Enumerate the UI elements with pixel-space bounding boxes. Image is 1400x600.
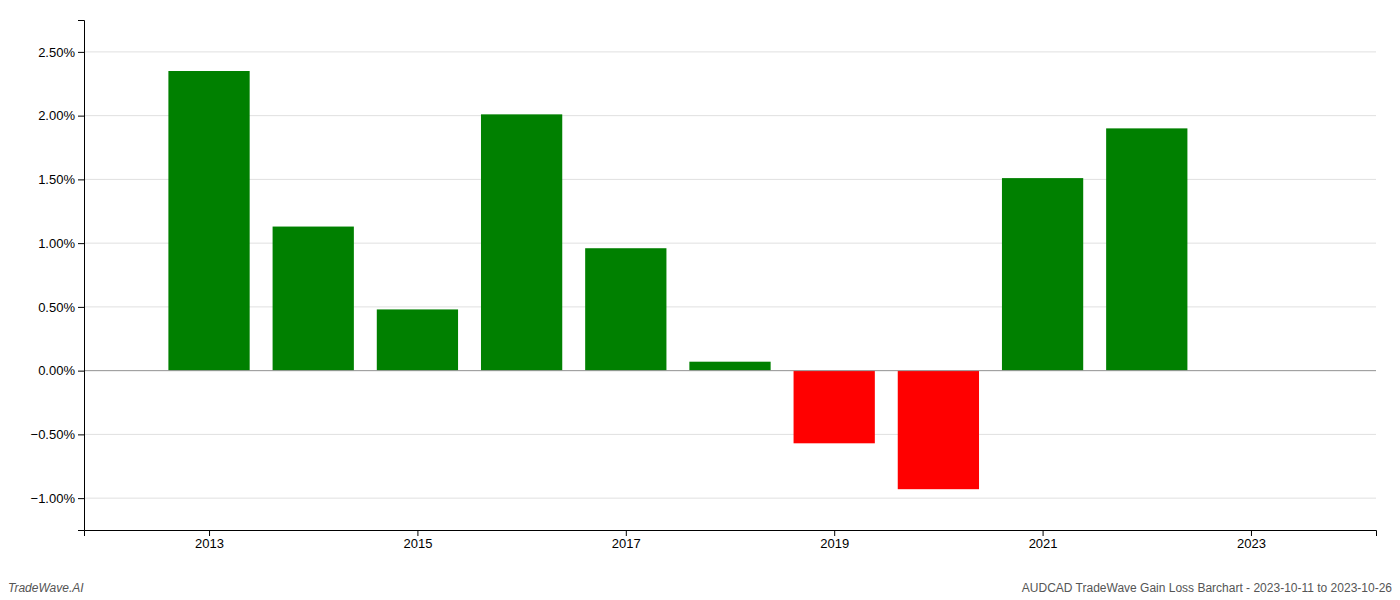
tick-mark [1043, 530, 1044, 536]
tick: 2017 [612, 530, 641, 551]
bar [481, 114, 562, 370]
tick-mark [417, 530, 418, 536]
tick: −0.50% [31, 427, 84, 442]
plot: −1.00% −0.50% 0.00% 0.50% 1.00% 1.50% 2.00% 2.5… [31, 21, 1377, 552]
tick-label: 1.00% [38, 236, 75, 251]
bar [273, 227, 354, 371]
bars [168, 71, 1187, 489]
tick: 0.00% [38, 363, 84, 378]
tick-label: 1.50% [38, 172, 75, 187]
zero-line [84, 370, 1376, 371]
tick-mark [78, 52, 84, 53]
tick-mark [78, 371, 84, 372]
tick-label: 2017 [612, 536, 641, 551]
bar [168, 71, 249, 371]
bar [1106, 128, 1187, 370]
axis-line [78, 21, 85, 531]
tick: 2019 [820, 530, 849, 551]
bar [794, 371, 875, 444]
tick-mark [834, 530, 835, 536]
grid-line [84, 51, 1376, 52]
tick-mark [78, 498, 84, 499]
tick: 2013 [195, 530, 224, 551]
tick-label: −1.00% [31, 491, 76, 506]
tick-label: 2013 [195, 536, 224, 551]
tick-label: −0.50% [31, 427, 76, 442]
bar [898, 371, 979, 490]
bar [1002, 178, 1083, 371]
grid-line [84, 434, 1376, 435]
chart: −1.00% −0.50% 0.00% 0.50% 1.00% 1.50% 2.00% 2.5… [0, 0, 1400, 600]
x-axis: 2013 2015 2017 2019 2021 2023 [85, 530, 1377, 551]
tick: 2.00% [38, 108, 84, 123]
tick-mark [1251, 530, 1252, 536]
axis-line [85, 531, 1377, 537]
tick-mark [78, 116, 84, 117]
tick: 2023 [1237, 530, 1266, 551]
tick-label: 2.00% [38, 108, 75, 123]
grid [84, 52, 1376, 498]
tick-mark [78, 307, 84, 308]
tick: 1.00% [38, 236, 84, 251]
tick: 1.50% [38, 172, 84, 187]
tick: 2021 [1029, 530, 1058, 551]
tick: 2.50% [38, 45, 84, 60]
tick-mark [78, 179, 84, 180]
tick: −1.00% [31, 491, 84, 506]
bar [377, 309, 458, 370]
bar [585, 248, 666, 370]
tick-mark [78, 243, 84, 244]
footer-left: TradeWave.AI [8, 581, 84, 595]
footer-right: AUDCAD TradeWave Gain Loss Barchart - 20… [1022, 581, 1393, 595]
bar [689, 362, 770, 371]
grid-line [84, 115, 1376, 116]
tick: 2015 [403, 530, 432, 551]
tick-label: 2.50% [38, 45, 75, 60]
grid-line [84, 370, 1376, 371]
tick-label: 2021 [1029, 536, 1058, 551]
tick-label: 0.50% [38, 300, 75, 315]
tick-label: 2023 [1237, 536, 1266, 551]
tick-label: 2019 [820, 536, 849, 551]
tick-label: 2015 [403, 536, 432, 551]
tick-mark [626, 530, 627, 536]
tick-mark [209, 530, 210, 536]
tick-mark [78, 434, 84, 435]
tick-label: 0.00% [38, 363, 75, 378]
grid-line [84, 498, 1376, 499]
tick: 0.50% [38, 300, 84, 315]
y-axis: −1.00% −0.50% 0.00% 0.50% 1.00% 1.50% 2.00% 2.5… [31, 21, 85, 531]
